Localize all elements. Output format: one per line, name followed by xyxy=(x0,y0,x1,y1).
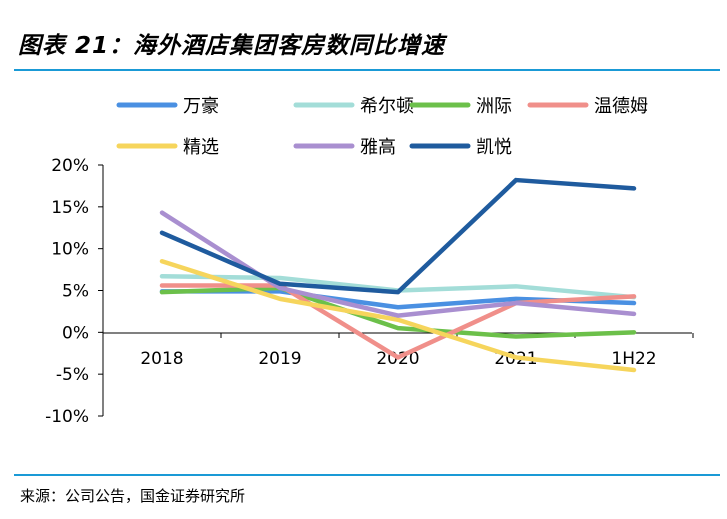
y-tick-label: 15% xyxy=(51,198,89,218)
title-bar: 图表 21：海外酒店集团客房数同比增速 xyxy=(0,0,727,70)
legend-label: 雅高 xyxy=(360,137,396,158)
legend-label: 温德姆 xyxy=(594,96,648,117)
y-tick-label: 20% xyxy=(51,156,89,176)
legend-label: 洲际 xyxy=(476,96,512,117)
y-tick-label: 0% xyxy=(62,323,89,343)
legend-label: 凯悦 xyxy=(476,137,512,158)
y-tick-label: -10% xyxy=(45,407,89,427)
y-tick-label: -5% xyxy=(56,365,89,385)
legend-label: 精选 xyxy=(183,137,219,158)
x-tick-label: 2019 xyxy=(258,349,301,369)
bottom-divider xyxy=(14,474,720,476)
x-tick-label: 2018 xyxy=(140,349,183,369)
legend-label: 万豪 xyxy=(183,96,219,117)
x-tick-label: 1H22 xyxy=(611,349,656,369)
series-line xyxy=(159,285,637,339)
legend-label: 希尔顿 xyxy=(360,96,414,117)
series-layer xyxy=(159,177,637,373)
y-tick-label: 10% xyxy=(51,240,89,260)
y-tick-label: 5% xyxy=(62,282,89,302)
source-note: 来源：公司公告，国金证券研究所 xyxy=(20,487,246,505)
chart-title: 图表 21：海外酒店集团客房数同比增速 xyxy=(18,33,446,59)
top-divider xyxy=(14,69,720,71)
